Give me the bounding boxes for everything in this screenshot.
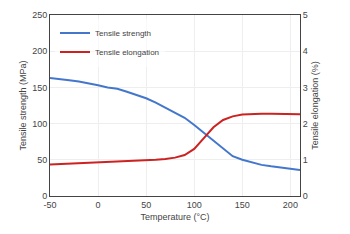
svg-text:50: 50 [141, 200, 151, 210]
svg-text:5: 5 [303, 10, 308, 20]
svg-text:0: 0 [96, 200, 101, 210]
svg-text:100: 100 [32, 119, 47, 129]
svg-text:200: 200 [32, 46, 47, 56]
svg-text:1: 1 [303, 155, 308, 165]
svg-text:2: 2 [303, 119, 308, 129]
svg-text:Tensile elongation (%): Tensile elongation (%) [310, 61, 320, 150]
svg-text:0: 0 [42, 191, 47, 201]
svg-text:Temperature (°C): Temperature (°C) [140, 212, 209, 222]
svg-text:4: 4 [303, 46, 308, 56]
svg-text:Tensile elongation: Tensile elongation [95, 48, 159, 57]
svg-text:Tensile strength: Tensile strength [95, 29, 151, 38]
svg-text:Tensile strength (MPa): Tensile strength (MPa) [18, 60, 28, 150]
svg-text:0: 0 [303, 191, 308, 201]
svg-text:3: 3 [303, 83, 308, 93]
svg-text:200: 200 [283, 200, 298, 210]
svg-text:100: 100 [187, 200, 202, 210]
svg-text:150: 150 [235, 200, 250, 210]
svg-text:150: 150 [32, 83, 47, 93]
svg-text:50: 50 [37, 155, 47, 165]
svg-text:-50: -50 [43, 200, 56, 210]
svg-text:250: 250 [32, 10, 47, 20]
